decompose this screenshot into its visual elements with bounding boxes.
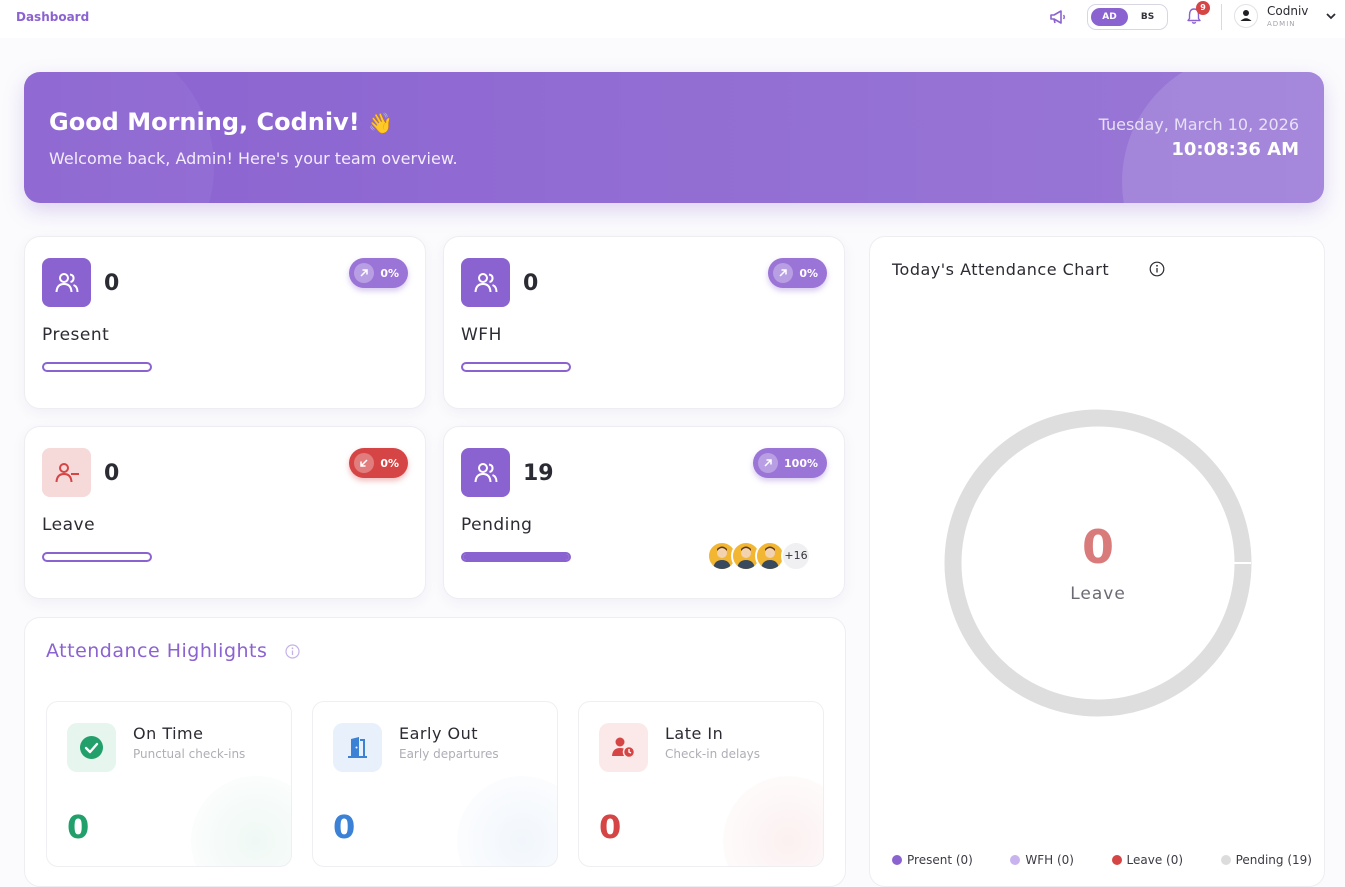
decor-glow (191, 776, 291, 866)
decor-circle (1122, 72, 1324, 203)
progress-bar (461, 362, 571, 372)
megaphone-icon[interactable] (1048, 8, 1068, 26)
greeting-heading: Good Morning, Codniv! 👋 (49, 108, 393, 136)
stat-label: WFH (461, 325, 502, 345)
trend-percent: 100% (784, 456, 818, 470)
donut-chart[interactable] (940, 405, 1256, 721)
trend-badge: 0% (349, 258, 408, 288)
section-title: Attendance Highlights (46, 640, 268, 662)
users-icon (42, 258, 91, 307)
check-circle-icon (67, 723, 116, 772)
toggle-ad[interactable]: AD (1091, 8, 1128, 26)
user-name[interactable]: Codniv (1267, 4, 1309, 18)
legend-dot (1220, 855, 1231, 865)
users-icon (461, 448, 510, 497)
progress-bar (42, 362, 152, 372)
chevron-down-icon[interactable] (1325, 11, 1337, 21)
highlight-value: 0 (67, 808, 90, 846)
trend-percent: 0% (380, 266, 399, 280)
legend-dot (1111, 855, 1122, 865)
pending-avatars[interactable]: +16 (707, 541, 817, 571)
user-minus-icon (42, 448, 91, 497)
legend-label: WFH (0) (1025, 853, 1074, 867)
chart-legend: Present (0) WFH (0) Leave (0) Pending (1… (892, 853, 1312, 867)
current-date: Tuesday, March 10, 2026 (1098, 115, 1299, 134)
highlight-subtitle: Punctual check-ins (133, 747, 246, 761)
greeting-text: Good Morning, Codniv! (49, 108, 360, 136)
user-icon (1240, 10, 1252, 21)
legend-dot (892, 855, 902, 865)
door-exit-icon (333, 723, 382, 772)
trend-percent: 0% (799, 266, 818, 280)
highlight-name: On Time (133, 724, 204, 743)
stat-card-wfh[interactable]: 0 0% WFH (443, 236, 845, 409)
legend-item-leave[interactable]: Leave (0) (1111, 853, 1184, 867)
stat-value: 19 (523, 461, 554, 486)
chart-title: Today's Attendance Chart (892, 260, 1110, 279)
info-icon[interactable] (285, 644, 300, 659)
arrow-up-right-icon (354, 263, 375, 283)
legend-dot (1010, 855, 1021, 865)
legend-item-present[interactable]: Present (0) (892, 853, 973, 867)
breadcrumb[interactable]: Dashboard (16, 10, 90, 24)
trend-badge: 0% (768, 258, 827, 288)
calendar-toggle: AD BS (1087, 4, 1168, 30)
stat-label: Present (42, 325, 110, 345)
progress-bar (42, 552, 152, 562)
notification-badge: 9 (1196, 1, 1210, 15)
highlight-card-on-time[interactable]: On Time Punctual check-ins 0 (46, 701, 292, 867)
highlight-card-early-out[interactable]: Early Out Early departures 0 (312, 701, 558, 867)
highlight-name: Early Out (399, 724, 478, 743)
legend-label: Leave (0) (1126, 853, 1184, 867)
attendance-chart-panel: Today's Attendance Chart 0 Leave Present… (869, 236, 1325, 887)
info-icon[interactable] (1149, 261, 1165, 277)
decor-circle (24, 72, 214, 203)
highlight-subtitle: Check-in delays (665, 747, 761, 761)
toggle-bs[interactable]: BS (1140, 12, 1155, 22)
top-bar: Dashboard AD BS 9 Codniv ADMIN (0, 0, 1345, 38)
stat-value: 0 (523, 271, 539, 296)
avatar[interactable] (1234, 4, 1258, 28)
users-icon (461, 258, 510, 307)
stat-card-pending[interactable]: 19 100% Pending +16 (443, 426, 845, 599)
stat-value: 0 (104, 461, 120, 486)
user-clock-icon (599, 723, 648, 772)
highlight-name: Late In (665, 724, 724, 743)
avatar[interactable] (755, 541, 785, 571)
stat-card-leave[interactable]: 0 0% Leave (24, 426, 426, 599)
legend-label: Present (0) (907, 853, 973, 867)
stat-label: Pending (461, 515, 533, 535)
progress-bar (461, 552, 571, 562)
user-role: ADMIN (1267, 20, 1296, 28)
highlight-value: 0 (599, 808, 622, 846)
arrow-down-left-icon (354, 453, 375, 473)
stat-card-present[interactable]: 0 0% Present (24, 236, 426, 409)
attendance-highlights-panel: Attendance Highlights On Time Punctual c… (24, 617, 846, 887)
trend-badge: 0% (349, 448, 408, 478)
donut-center-label: Leave (1070, 584, 1126, 604)
current-time: 10:08:36 AM (1171, 139, 1299, 160)
arrow-up-right-icon (773, 263, 794, 283)
wave-emoji: 👋 (368, 111, 393, 135)
stat-label: Leave (42, 515, 96, 535)
welcome-text: Welcome back, Admin! Here's your team ov… (49, 149, 458, 168)
donut-center-value: 0 (1081, 520, 1114, 574)
divider (1221, 4, 1222, 30)
more-avatars-count[interactable]: +16 (781, 541, 811, 571)
decor-glow (457, 776, 557, 866)
legend-item-wfh[interactable]: WFH (0) (1010, 853, 1074, 867)
decor-glow (723, 776, 823, 866)
highlight-card-late-in[interactable]: Late In Check-in delays 0 (578, 701, 824, 867)
highlight-subtitle: Early departures (399, 747, 499, 761)
trend-percent: 0% (380, 456, 399, 470)
arrow-up-right-icon (758, 453, 779, 473)
welcome-banner: Good Morning, Codniv! 👋 Welcome back, Ad… (24, 72, 1324, 203)
highlight-value: 0 (333, 808, 356, 846)
legend-item-pending[interactable]: Pending (19) (1220, 853, 1312, 867)
stat-value: 0 (104, 271, 120, 296)
trend-badge: 100% (753, 448, 827, 478)
legend-label: Pending (19) (1235, 853, 1312, 867)
